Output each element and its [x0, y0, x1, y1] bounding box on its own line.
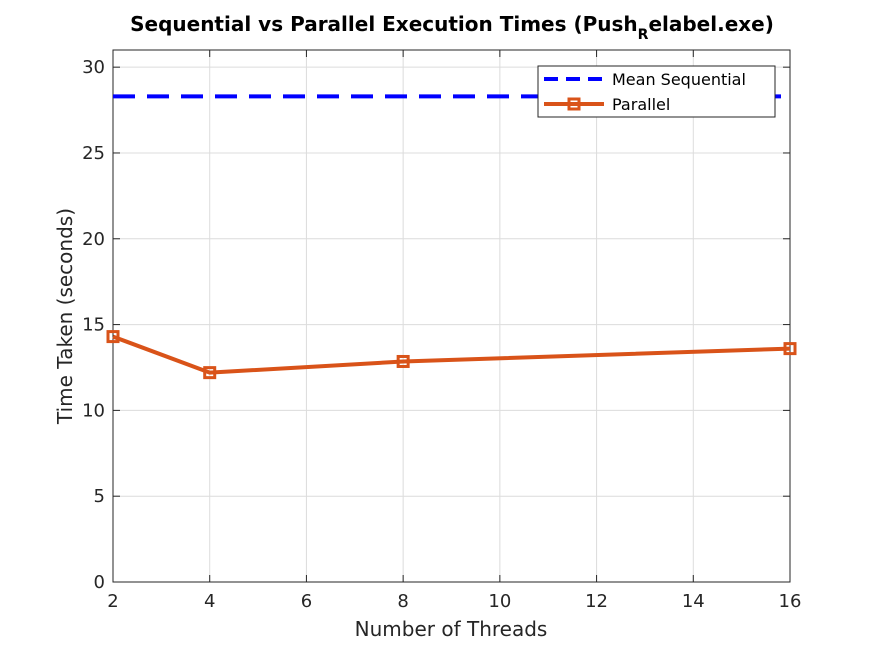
x-tick-label: 14 [682, 591, 705, 612]
data-point-parallel [106, 330, 120, 344]
legend-label-parallel: Parallel [612, 95, 670, 114]
data-point-parallel [203, 366, 217, 380]
y-tick-label: 0 [94, 572, 105, 593]
y-tick-label: 5 [94, 486, 105, 507]
x-tick-label: 8 [397, 591, 408, 612]
y-tick-label: 30 [82, 57, 105, 78]
legend: Mean Sequential Parallel [537, 65, 776, 118]
data-point-parallel [783, 342, 797, 356]
series-line-parallel [112, 334, 791, 375]
x-tick-label: 4 [204, 591, 215, 612]
x-tick-label: 6 [301, 591, 312, 612]
x-tick-label: 2 [107, 591, 118, 612]
y-axis-label: Time Taken (seconds) [53, 208, 77, 425]
y-tick-label: 25 [82, 143, 105, 164]
chart-title: Sequential vs Parallel Execution Times (… [130, 12, 774, 43]
y-tick-label: 15 [82, 315, 105, 336]
x-tick-label: 10 [488, 591, 511, 612]
x-axis-label: Number of Threads [355, 617, 548, 641]
y-tick-label: 10 [82, 400, 105, 421]
axis-ticks: 2 4 6 8 10 12 14 16 0 5 10 15 20 25 30 [82, 50, 801, 612]
legend-marker-parallel [567, 97, 581, 111]
x-tick-label: 16 [779, 591, 802, 612]
data-point-parallel [396, 354, 410, 368]
plot-area-frame [112, 49, 791, 583]
x-tick-label: 12 [585, 591, 608, 612]
y-tick-label: 20 [82, 229, 105, 250]
legend-label-mean-sequential: Mean Sequential [612, 70, 746, 89]
